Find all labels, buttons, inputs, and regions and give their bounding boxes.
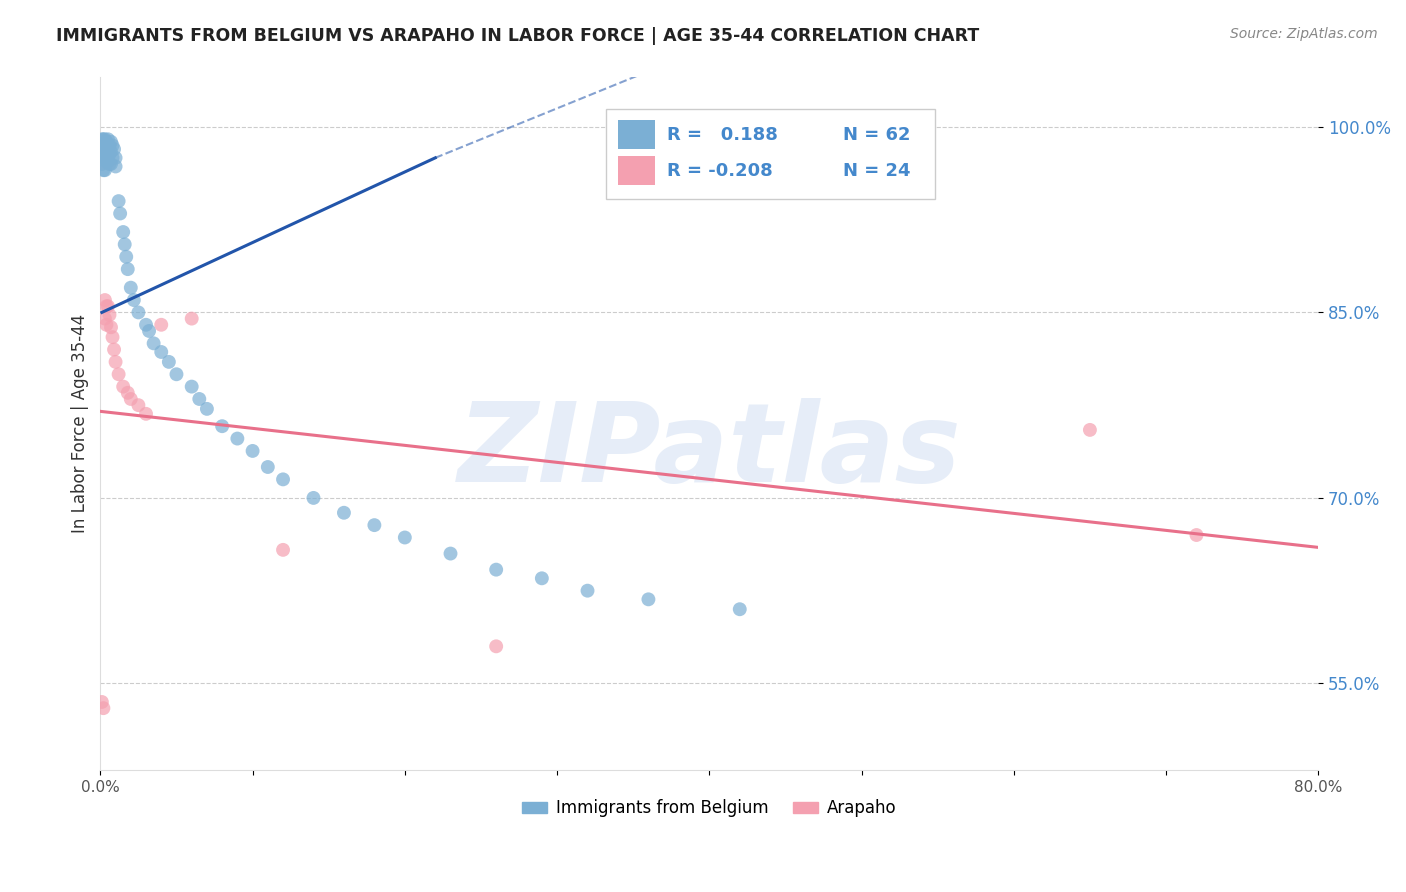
Point: [150, 318, 173, 332]
Point: [302, 491, 325, 505]
Point: [166, 368, 188, 382]
Point: [98, 147, 121, 161]
Point: [271, 542, 294, 557]
Point: [485, 563, 508, 577]
Point: [271, 472, 294, 486]
Point: [117, 262, 139, 277]
Point: [104, 355, 127, 369]
Point: [103, 343, 125, 357]
Point: [195, 401, 218, 416]
Point: [103, 142, 125, 156]
Point: [122, 293, 145, 307]
Y-axis label: In Labor Force | Age 35-44: In Labor Force | Age 35-44: [72, 314, 89, 533]
Point: [211, 419, 233, 434]
Point: [333, 506, 356, 520]
Point: [120, 392, 142, 406]
Point: [97, 154, 120, 169]
Point: [94, 132, 117, 146]
Text: Source: ZipAtlas.com: Source: ZipAtlas.com: [1230, 27, 1378, 41]
Point: [104, 160, 127, 174]
Point: [100, 145, 122, 159]
Point: [100, 320, 122, 334]
Point: [93, 138, 115, 153]
Point: [180, 311, 202, 326]
Point: [93, 701, 115, 715]
Point: [242, 444, 264, 458]
Point: [98, 157, 121, 171]
Point: [90, 145, 112, 159]
Point: [96, 135, 118, 149]
Point: [90, 157, 112, 171]
Point: [101, 151, 124, 165]
Point: [576, 583, 599, 598]
Point: [138, 324, 160, 338]
Point: [439, 547, 461, 561]
Point: [101, 330, 124, 344]
Text: R =   0.188: R = 0.188: [666, 126, 778, 144]
Point: [93, 132, 115, 146]
Point: [1185, 528, 1208, 542]
Point: [107, 368, 129, 382]
Point: [97, 145, 120, 159]
Point: [96, 147, 118, 161]
Point: [96, 318, 118, 332]
Point: [188, 392, 211, 406]
Point: [127, 305, 149, 319]
Point: [485, 640, 508, 654]
Point: [96, 154, 118, 169]
Point: [97, 132, 120, 146]
Point: [115, 250, 138, 264]
Point: [107, 194, 129, 208]
Text: IMMIGRANTS FROM BELGIUM VS ARAPAHO IN LABOR FORCE | AGE 35-44 CORRELATION CHART: IMMIGRANTS FROM BELGIUM VS ARAPAHO IN LA…: [56, 27, 980, 45]
Point: [394, 531, 416, 545]
Point: [120, 281, 142, 295]
Point: [530, 571, 553, 585]
Point: [157, 355, 180, 369]
Point: [101, 138, 124, 153]
Point: [728, 602, 751, 616]
FancyBboxPatch shape: [619, 156, 655, 186]
FancyBboxPatch shape: [619, 120, 655, 150]
Point: [112, 379, 135, 393]
Text: N = 62: N = 62: [844, 126, 911, 144]
Point: [108, 206, 131, 220]
Legend: Immigrants from Belgium, Arapaho: Immigrants from Belgium, Arapaho: [516, 793, 903, 824]
Point: [94, 163, 117, 178]
Point: [637, 592, 659, 607]
Point: [142, 336, 165, 351]
Point: [150, 345, 173, 359]
Point: [1078, 423, 1101, 437]
Point: [226, 432, 249, 446]
Point: [127, 398, 149, 412]
Point: [94, 138, 117, 153]
Point: [135, 407, 157, 421]
Point: [90, 132, 112, 146]
Point: [114, 237, 136, 252]
Point: [100, 135, 122, 149]
FancyBboxPatch shape: [606, 109, 935, 199]
Text: ZIPatlas: ZIPatlas: [457, 398, 962, 505]
Point: [94, 311, 117, 326]
Point: [104, 151, 127, 165]
Point: [180, 379, 202, 393]
Point: [96, 299, 118, 313]
Point: [93, 151, 115, 165]
Point: [93, 163, 115, 178]
Point: [90, 695, 112, 709]
Point: [112, 225, 135, 239]
Point: [135, 318, 157, 332]
Point: [100, 157, 122, 171]
Point: [94, 293, 117, 307]
Text: R = -0.208: R = -0.208: [666, 162, 772, 180]
Point: [117, 385, 139, 400]
Text: N = 24: N = 24: [844, 162, 911, 180]
Point: [363, 518, 385, 533]
Point: [94, 151, 117, 165]
Point: [97, 299, 120, 313]
Point: [96, 142, 118, 156]
Point: [98, 138, 121, 153]
Point: [98, 308, 121, 322]
Point: [256, 460, 278, 475]
